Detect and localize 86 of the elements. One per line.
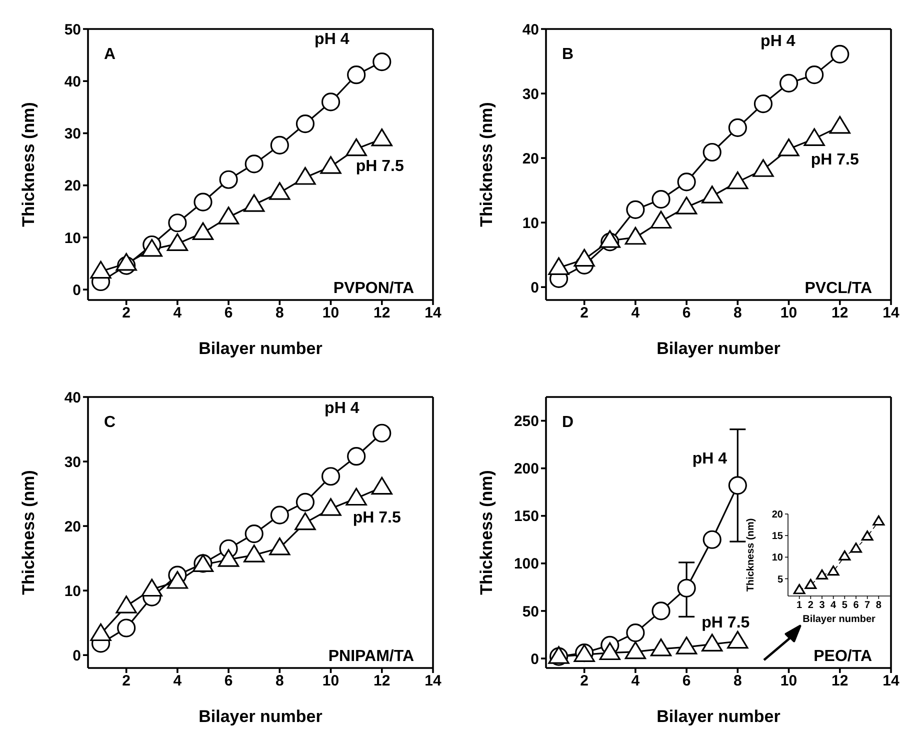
x-tick-label: 6 — [682, 672, 691, 690]
y-tick-label: 0 — [72, 647, 81, 664]
x-tick-label: 4 — [631, 304, 640, 322]
annotation: PVPON/TA — [333, 280, 414, 298]
x-tick-label: 6 — [853, 600, 860, 612]
y-tick-label: 250 — [514, 413, 539, 430]
y-tick-label: 150 — [514, 508, 539, 526]
y-tick-label: 20 — [64, 518, 81, 536]
annotation: PVCL/TA — [804, 280, 872, 298]
x-tick-label: 8 — [876, 600, 882, 612]
x-tick-label: 14 — [882, 304, 900, 322]
y-axis-title: Thickness (nm) — [19, 102, 38, 227]
x-tick-label: 8 — [275, 672, 284, 690]
x-axis-title: Bilayer number — [198, 707, 323, 726]
x-tick-label: 14 — [882, 672, 900, 690]
y-tick-label: 20 — [772, 510, 784, 521]
y-tick-label: 200 — [514, 460, 539, 478]
y-axis-title: Thickness (nm) — [19, 470, 38, 595]
text: D — [562, 414, 574, 432]
x-tick-label: 6 — [224, 672, 233, 690]
y-tick-label: 5 — [777, 574, 784, 586]
x-tick-label: 14 — [424, 672, 442, 690]
y-tick-label: 0 — [530, 650, 539, 668]
series-label: pH 4 — [324, 400, 360, 418]
y-tick-label: 30 — [522, 86, 539, 103]
y-tick-label: 20 — [64, 178, 81, 195]
x-tick-label: 5 — [842, 600, 848, 612]
series-label: pH 7.5 — [810, 151, 859, 168]
y-axis-title: Thickness (nm) — [746, 518, 757, 592]
x-tick-label: 8 — [275, 304, 284, 322]
x-axis-title: Bilayer number — [656, 339, 781, 358]
y-tick-label: 0 — [530, 279, 539, 296]
y-tick-label: 50 — [522, 603, 539, 620]
x-tick-label: 3 — [819, 600, 826, 612]
x-tick-label: 4 — [830, 600, 837, 612]
x-tick-label: 8 — [733, 672, 742, 690]
x-tick-label: 12 — [374, 304, 390, 322]
series-label: pH 7.5 — [356, 158, 404, 175]
x-axis-title: Bilayer number — [198, 339, 323, 358]
y-tick-label: 50 — [64, 21, 81, 38]
annotation: PNIPAM/TA — [328, 648, 414, 666]
x-tick-label: 8 — [733, 304, 742, 322]
x-tick-label: 4 — [631, 672, 640, 690]
series-label: pH 7.5 — [352, 509, 401, 526]
y-axis-title: Thickness (nm) — [477, 470, 496, 595]
x-tick-label: 12 — [374, 672, 390, 690]
y-tick-label: 20 — [522, 150, 539, 168]
x-tick-label: 4 — [173, 304, 182, 322]
x-tick-label: 2 — [122, 304, 131, 322]
x-tick-label: 1 — [796, 600, 803, 612]
series-label: pH 7.5 — [702, 614, 750, 632]
text: C — [104, 414, 116, 432]
y-tick-label: 40 — [522, 21, 539, 38]
x-tick-label: 4 — [173, 672, 182, 690]
y-tick-label: 100 — [514, 556, 539, 573]
series-label: pH 4 — [760, 33, 796, 50]
x-tick-label: 2 — [580, 304, 589, 322]
y-tick-label: 0 — [72, 282, 81, 299]
x-tick-label: 10 — [322, 672, 340, 690]
y-axis-title: Thickness (nm) — [477, 102, 496, 227]
series-label: pH 4 — [692, 450, 728, 468]
y-tick-label: 30 — [64, 126, 81, 143]
x-tick-label: 12 — [832, 672, 848, 690]
y-tick-label: 15 — [772, 531, 784, 542]
y-tick-label: 10 — [772, 552, 784, 564]
x-tick-label: 12 — [832, 304, 848, 322]
x-tick-label: 14 — [424, 304, 442, 322]
series-label: pH 4 — [314, 30, 350, 48]
x-tick-label: 10 — [322, 304, 340, 322]
x-tick-label: 2 — [580, 672, 589, 690]
text: B — [562, 46, 574, 64]
y-tick-label: 30 — [64, 454, 81, 471]
y-tick-label: 10 — [64, 582, 81, 600]
x-tick-label: 2 — [122, 672, 131, 690]
text: A — [104, 46, 116, 64]
x-axis-title: Bilayer number — [802, 614, 876, 625]
x-tick-label: 7 — [864, 600, 871, 612]
y-tick-label: 40 — [64, 389, 81, 406]
x-axis-title: Bilayer number — [656, 707, 781, 726]
y-tick-label: 40 — [64, 73, 81, 90]
x-tick-label: 2 — [808, 600, 814, 612]
annotation: PEO/TA — [814, 648, 872, 666]
y-tick-label: 10 — [522, 214, 539, 232]
x-tick-label: 6 — [682, 304, 691, 322]
y-tick-label: 10 — [64, 230, 81, 247]
x-tick-label: 6 — [224, 304, 233, 322]
